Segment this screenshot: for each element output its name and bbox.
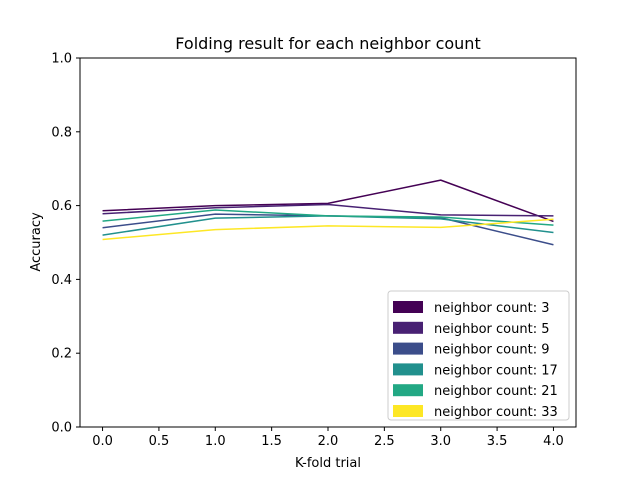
series-line-5 xyxy=(102,209,554,226)
x-tick-label: 1.5 xyxy=(261,434,282,449)
x-axis-label: K-fold trial xyxy=(295,456,361,471)
x-tick-label: 1.0 xyxy=(205,434,226,449)
legend-box xyxy=(387,290,570,421)
legend-swatch-2 xyxy=(393,321,423,334)
x-tick-label: 2.0 xyxy=(318,434,339,449)
y-tick-label: 0.8 xyxy=(51,125,72,140)
legend-swatch-1 xyxy=(393,301,423,313)
legend-label-5: neighbor count: 21 xyxy=(434,384,558,399)
x-tick-label: 3.0 xyxy=(430,434,451,449)
legend-swatch-4 xyxy=(393,363,423,376)
y-axis-label: Accuracy xyxy=(29,212,44,272)
legend-swatch-5 xyxy=(393,384,423,397)
x-tick-label: 0.5 xyxy=(149,434,170,449)
axes: 0.0 0.5 1.0 1.5 2.0 2.5 3.0 3.5 4.0 0.0 0.2 0.4 0.6 0… xyxy=(51,52,577,449)
x-tick-label: 0.0 xyxy=(92,434,113,449)
series-line-1 xyxy=(102,179,554,223)
y-tick-label: 0.2 xyxy=(51,347,72,362)
legend-label-6: neighbor count: 33 xyxy=(434,405,558,420)
y-tick-label: 0.6 xyxy=(51,199,72,214)
x-tick-label: 2.5 xyxy=(374,434,395,449)
legend-label-3: neighbor count: 9 xyxy=(434,343,549,358)
y-tick-label: 0.0 xyxy=(51,421,72,436)
series-line-6 xyxy=(102,218,554,241)
legend: neighbor count: 3 neighbor count: 5 neighb… xyxy=(387,290,570,421)
legend-swatch-3 xyxy=(393,342,423,355)
x-tick-label: 4.0 xyxy=(543,434,564,449)
legend-label-2: neighbor count: 5 xyxy=(434,322,549,337)
plot-lines xyxy=(102,179,554,246)
legend-label-1: neighbor count: 3 xyxy=(434,301,549,316)
legend-swatch-6 xyxy=(393,405,423,417)
chart-title: Folding result for each neighbor count xyxy=(175,34,480,53)
y-tick-label: 0.4 xyxy=(51,273,72,288)
series-line-2 xyxy=(102,203,554,217)
x-tick-label: 3.5 xyxy=(487,434,508,449)
legend-label-4: neighbor count: 17 xyxy=(434,363,558,378)
y-tick-label: 1.0 xyxy=(51,52,72,67)
